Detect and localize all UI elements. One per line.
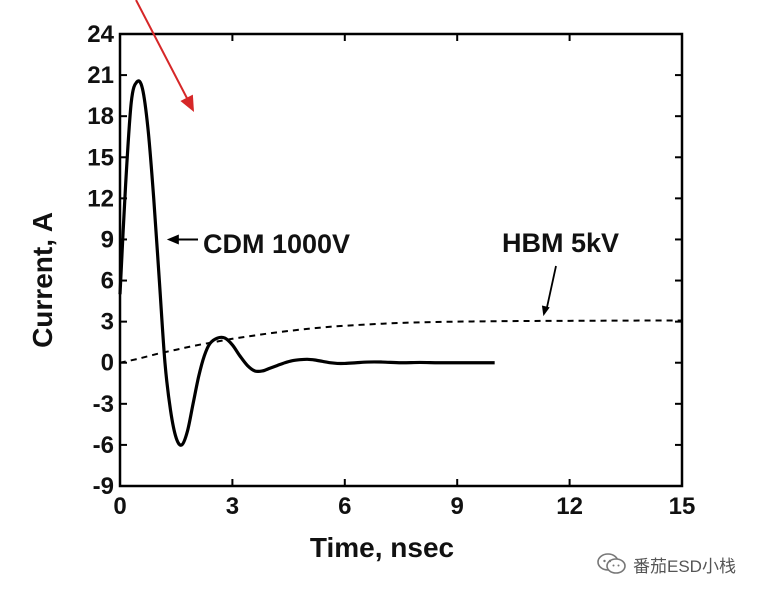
series-line-cdm-1000v	[118, 79, 495, 447]
annotation-hbm-arrow	[545, 265, 557, 311]
x-tick-label: 0	[113, 493, 126, 520]
y-tick-label: -9	[93, 473, 114, 500]
annotation-cdm-label: CDM 1000V	[203, 229, 350, 259]
annotation-cdm-arrowhead	[166, 234, 179, 245]
y-tick-label: 21	[87, 62, 114, 89]
x-tick-label: 9	[451, 493, 464, 520]
series-layer	[118, 79, 683, 447]
y-tick-label: 0	[101, 350, 114, 377]
y-tick-label: 9	[101, 226, 114, 253]
y-tick-label: -6	[93, 432, 114, 459]
plot-frame	[118, 32, 684, 488]
x-tick-label: 3	[226, 493, 239, 520]
overlay-red-arrowhead	[180, 94, 194, 112]
y-tick-label: 3	[101, 309, 114, 336]
ticks-layer: 0 3 6 9 12 15 -9 -6 -3 0 3 6 9 12 15 18 21 24	[87, 21, 695, 520]
overlay-red-arrow	[135, 0, 191, 105]
y-tick-label: 18	[87, 103, 114, 130]
y-tick-label: 24	[87, 21, 114, 48]
watermark-text: 番茄ESD小栈	[633, 556, 736, 576]
x-tick-label: 12	[556, 493, 583, 520]
y-axis-title: Current, A	[27, 212, 58, 348]
annotation-hbm-label: HBM 5kV	[502, 228, 619, 258]
x-tick-label: 6	[338, 493, 351, 520]
x-tick-label: 15	[669, 493, 696, 520]
wechat-icon	[597, 553, 626, 574]
x-axis-title: Time, nsec	[310, 532, 454, 563]
watermark: 番茄ESD小栈	[597, 552, 736, 576]
annotation-hbm-arrowhead	[541, 305, 550, 317]
y-tick-label: 15	[87, 144, 114, 171]
y-tick-label: 6	[101, 268, 114, 295]
y-tick-label: -3	[93, 391, 114, 418]
y-tick-label: 12	[87, 185, 114, 212]
series-line-hbm-5kv	[119, 319, 683, 364]
